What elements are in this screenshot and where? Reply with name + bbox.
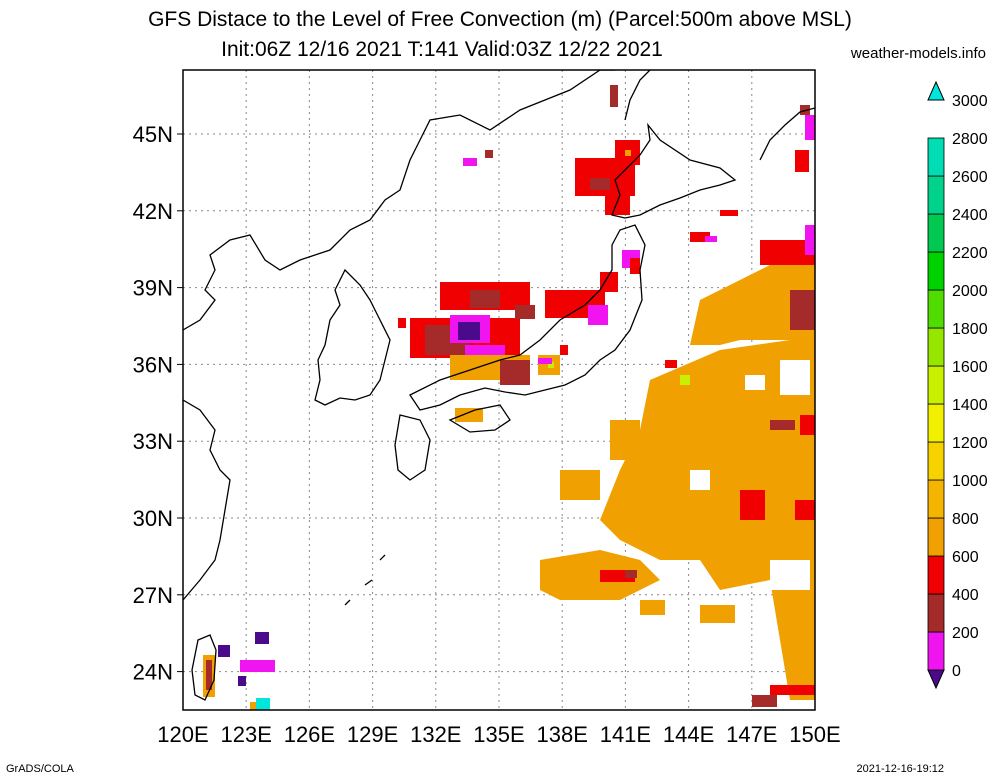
x-tick-label: 123E	[221, 722, 272, 747]
colorbar-label: 2800	[952, 131, 988, 148]
y-tick-label: 42N	[133, 199, 173, 224]
x-tick-label: 129E	[347, 722, 398, 747]
x-tick-label: 144E	[663, 722, 714, 747]
colorbar-segment	[927, 175, 945, 215]
y-tick-label: 24N	[133, 660, 173, 685]
colorbar-label: 1600	[952, 359, 988, 376]
x-tick-label: 126E	[284, 722, 335, 747]
coast-shikoku	[448, 404, 511, 433]
field-taiwan	[203, 632, 275, 710]
field-sea-of-japan	[398, 250, 640, 422]
coast-hokkaido	[611, 122, 737, 219]
x-tick-label: 120E	[157, 722, 208, 747]
colorbar-label: 800	[952, 511, 979, 528]
coast-china-east	[183, 399, 231, 601]
colorbar-segment	[927, 137, 945, 177]
colorbar-label: 2000	[952, 283, 988, 300]
colorbar-segment	[927, 479, 945, 519]
colorbar-segment	[927, 289, 945, 329]
coastlines	[183, 70, 815, 701]
colorbar-segment	[927, 517, 945, 557]
colorbar: 0 200 400 600 800 1000 1200 1400 1600 1800 2000 220…	[927, 80, 988, 690]
colorbar-segment	[927, 327, 945, 367]
colorbar-min-arrow	[927, 669, 945, 690]
colorbar-label: 400	[952, 587, 979, 604]
x-tick-label: 135E	[473, 722, 524, 747]
x-tick-label: 147E	[726, 722, 777, 747]
coast-ryukyu	[344, 554, 386, 606]
colorbar-label: 0	[952, 663, 961, 680]
footer-software-label: GrADS/COLA	[6, 763, 74, 775]
colorbar-label: 1000	[952, 473, 988, 490]
coast-taiwan	[191, 634, 217, 701]
y-axis-labels: 24N 27N 30N 33N 36N 39N 42N 45N	[133, 122, 183, 685]
x-tick-label: 150E	[789, 722, 840, 747]
y-tick-label: 39N	[133, 276, 173, 301]
colorbar-segment	[927, 631, 945, 671]
coast-continent	[183, 70, 601, 331]
title-line-2: Init:06Z 12/16 2021 T:141 Valid:03Z 12/2…	[221, 38, 663, 61]
colorbar-segment	[927, 251, 945, 291]
coast-honshu	[409, 224, 646, 411]
x-tick-label: 132E	[410, 722, 461, 747]
colorbar-label: 2600	[952, 169, 988, 186]
colorbar-segment	[927, 213, 945, 253]
coast-kuril	[759, 107, 815, 161]
title-line-1: GFS Distace to the Level of Free Convect…	[148, 8, 852, 31]
colorbar-label: 200	[952, 625, 979, 642]
credit-label: weather-models.info	[850, 45, 986, 62]
footer-timestamp: 2021-12-16-19:12	[856, 763, 944, 775]
coast-kyushu	[394, 414, 431, 481]
colorbar-segment	[927, 365, 945, 405]
lfc-field	[203, 85, 815, 710]
colorbar-label: 600	[952, 549, 979, 566]
colorbar-label: 1800	[952, 321, 988, 338]
colorbar-label: 2200	[952, 245, 988, 262]
colorbar-max-arrow	[927, 80, 945, 101]
coast-sakhalin	[624, 70, 651, 121]
map-frame	[182, 69, 816, 711]
colorbar-segment	[927, 403, 945, 443]
y-tick-label: 30N	[133, 506, 173, 531]
coast-korea	[314, 268, 391, 406]
colorbar-segment	[927, 555, 945, 595]
y-tick-label: 45N	[133, 122, 173, 147]
x-tick-label: 141E	[600, 722, 651, 747]
colorbar-label: 2400	[952, 207, 988, 224]
y-tick-label: 27N	[133, 583, 173, 608]
colorbar-label: 1400	[952, 397, 988, 414]
field-pacific	[540, 105, 815, 707]
y-tick-label: 33N	[133, 429, 173, 454]
x-axis-labels: 120E 123E 126E 129E 132E 135E 138E 141E 144E 147E…	[157, 722, 840, 747]
y-tick-label: 36N	[133, 352, 173, 377]
colorbar-label: 1200	[952, 435, 988, 452]
x-tick-label: 138E	[537, 722, 588, 747]
field-hokkaido	[463, 85, 738, 242]
colorbar-segment	[927, 441, 945, 481]
colorbar-label: 3000	[952, 93, 988, 110]
colorbar-segment	[927, 593, 945, 633]
